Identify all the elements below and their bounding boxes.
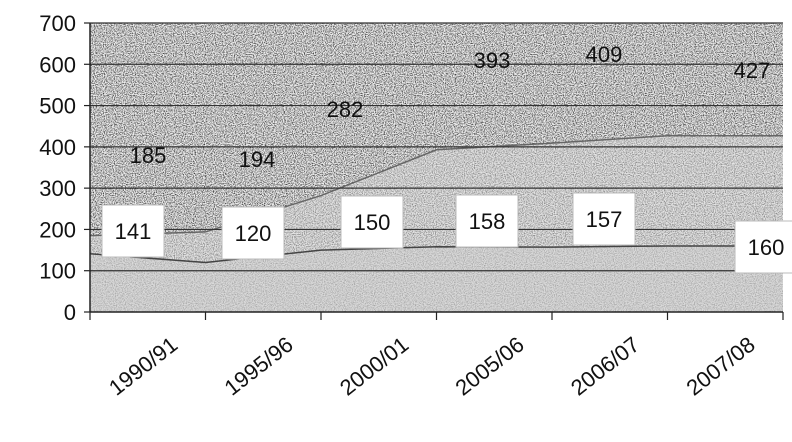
y-tick-label: 500 (39, 94, 76, 119)
series-1-data-label: 158 (469, 209, 506, 234)
y-axis-ticks: 0 100 200 300 400 500 600 700 (39, 11, 90, 325)
y-tick-label: 300 (39, 176, 76, 201)
y-tick-label: 600 (39, 52, 76, 77)
y-tick-label: 200 (39, 217, 76, 242)
plot-area (89, 23, 783, 312)
series-1-label-box (221, 206, 285, 260)
x-axis-ticks: 1990/91 1995/96 2000/01 2005/06 2006/07 2007/… (89, 312, 784, 401)
series-2-data-label: 194 (239, 147, 276, 172)
series-2-line (89, 134, 783, 237)
series-2-data-label: 185 (130, 143, 167, 168)
x-category-label: 2006/07 (566, 332, 644, 401)
series-1-line (89, 245, 783, 264)
series-1-label-box (455, 194, 519, 248)
x-category-label: 2000/01 (335, 332, 413, 401)
series-2-data-label: 393 (474, 48, 511, 73)
series-1-data-label: 120 (235, 221, 272, 246)
series-1-data-label: 160 (748, 235, 785, 260)
series-1-label-box (101, 204, 165, 258)
series-1-label-box (734, 220, 792, 274)
series-1-label-box (572, 192, 636, 246)
series-1-data-label: 141 (115, 219, 152, 244)
x-category-label: 2007/08 (682, 332, 760, 401)
y-tick-label: 0 (64, 300, 76, 325)
series-1-area (90, 245, 783, 312)
series-2-area (90, 135, 783, 312)
series-1-data-label: 157 (586, 207, 623, 232)
y-tick-label: 400 (39, 135, 76, 160)
data-labels: 141 120 150 158 157 160 185 194 282 393 409 427 (101, 42, 792, 274)
series-1-label-box (340, 195, 404, 249)
series-2-data-label: 427 (734, 58, 771, 83)
x-category-label: 2005/06 (451, 332, 529, 401)
plot-texture (90, 23, 783, 312)
y-tick-label: 700 (39, 11, 76, 36)
series-2-data-label: 282 (327, 97, 364, 122)
series-2-data-label: 409 (586, 42, 623, 67)
series-1-data-label: 150 (354, 210, 391, 235)
y-tick-label: 100 (39, 259, 76, 284)
x-category-label: 1995/96 (220, 332, 298, 401)
gridlines (90, 22, 783, 272)
x-category-label: 1990/91 (104, 332, 182, 401)
